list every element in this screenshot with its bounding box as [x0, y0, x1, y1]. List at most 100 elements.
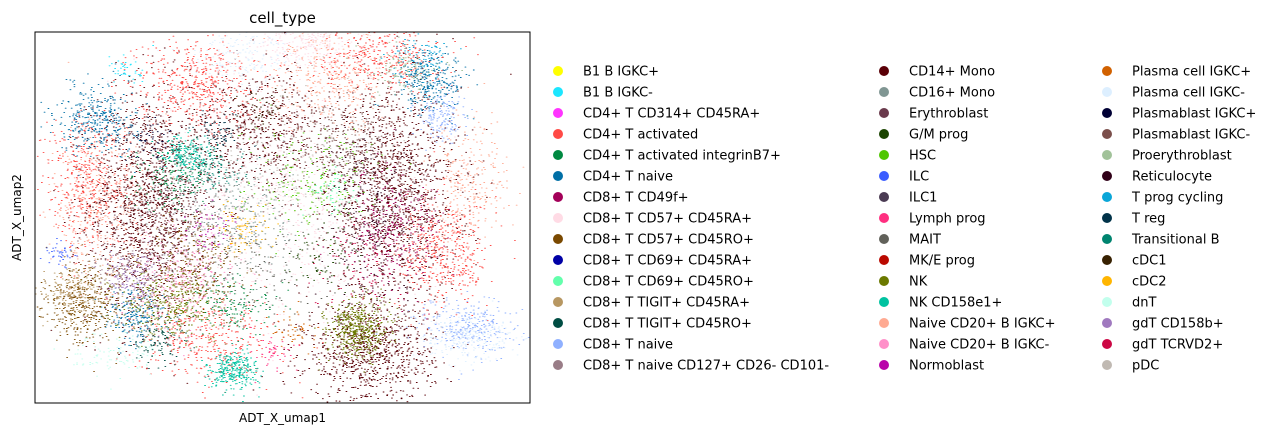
legend-label: Erythroblast	[909, 107, 988, 122]
legend-label: ILC1	[909, 191, 937, 206]
legend-item: Normoblast	[879, 359, 984, 374]
legend-label: Plasma cell IGKC-	[1132, 86, 1245, 101]
legend-item: MK/E prog	[879, 254, 975, 269]
legend-item: CD8+ T naive	[553, 338, 673, 353]
legend-marker	[553, 360, 563, 370]
legend-label: NK	[909, 275, 928, 290]
legend-item: Proerythroblast	[1102, 149, 1232, 164]
scatter-points	[186, 56, 421, 265]
legend-item: dnT	[1102, 296, 1156, 311]
legend-label: CD16+ Mono	[909, 86, 995, 101]
legend-item: T prog cycling	[1102, 191, 1223, 206]
legend-item: CD4+ T naive	[553, 170, 673, 185]
legend-marker	[1102, 150, 1112, 160]
legend-marker	[879, 192, 889, 202]
scatter-points	[345, 36, 464, 100]
legend-label: B1 B IGKC-	[583, 86, 653, 101]
legend-marker	[553, 66, 563, 76]
legend-marker	[879, 297, 889, 307]
scatter-points	[40, 46, 479, 354]
legend-marker	[1102, 192, 1112, 202]
legend-item: Plasma cell IGKC+	[1102, 65, 1251, 80]
legend-label: CD8+ T TIGIT+ CD45RA+	[583, 296, 750, 311]
plot-frame	[34, 31, 531, 404]
legend-marker	[553, 234, 563, 244]
legend-label: ILC	[909, 170, 929, 185]
legend-label: CD4+ T naive	[583, 170, 673, 185]
legend-label: pDC	[1132, 359, 1159, 374]
scatter-points	[165, 206, 350, 331]
legend-item: ILC	[879, 170, 929, 185]
legend-label: CD8+ T TIGIT+ CD45RO+	[583, 317, 752, 332]
legend-label: CD8+ T CD69+ CD45RO+	[583, 275, 754, 290]
legend-item: CD8+ T naive CD127+ CD26- CD101-	[553, 359, 829, 374]
legend-item: NK	[879, 275, 928, 290]
legend-item: CD8+ T TIGIT+ CD45RA+	[553, 296, 750, 311]
scatter-points	[302, 166, 358, 216]
scatter-points	[313, 104, 437, 339]
legend-item: CD8+ T CD57+ CD45RO+	[553, 233, 754, 248]
legend-marker	[553, 297, 563, 307]
scatter-points	[50, 32, 512, 403]
legend-item: Plasmablast IGKC-	[1102, 128, 1250, 143]
legend-item: Naive CD20+ B IGKC-	[879, 338, 1050, 353]
legend-item: G/M prog	[879, 128, 968, 143]
legend-label: CD4+ T activated	[583, 128, 698, 143]
legend-item: MAIT	[879, 233, 941, 248]
legend-item: Transitional B	[1102, 233, 1220, 248]
legend-item: Naive CD20+ B IGKC+	[879, 317, 1056, 332]
legend-label: CD4+ T CD314+ CD45RA+	[583, 107, 760, 122]
legend-marker	[553, 213, 563, 223]
legend-label: Plasmablast IGKC+	[1132, 107, 1256, 122]
legend-label: G/M prog	[909, 128, 968, 143]
legend-label: B1 B IGKC+	[583, 65, 659, 80]
legend-label: cDC1	[1132, 254, 1167, 269]
legend-marker	[1102, 129, 1112, 139]
legend-item: CD8+ T CD57+ CD45RA+	[553, 212, 752, 227]
scatter-points	[157, 32, 528, 372]
legend-marker	[879, 318, 889, 328]
legend-item: pDC	[1102, 359, 1159, 374]
scatter-points	[208, 200, 280, 253]
legend-label: CD8+ T naive	[583, 338, 673, 353]
legend-label: Plasmablast IGKC-	[1132, 128, 1250, 143]
scatter-points	[265, 301, 319, 355]
legend-marker	[553, 255, 563, 265]
legend-marker	[553, 129, 563, 139]
legend-item: CD4+ T activated integrinB7+	[553, 149, 781, 164]
legend-label: HSC	[909, 149, 936, 164]
legend-label: NK CD158e1+	[909, 296, 1002, 311]
legend-marker	[879, 234, 889, 244]
legend-item: B1 B IGKC+	[553, 65, 659, 80]
legend-marker	[1102, 255, 1112, 265]
legend-item: cDC2	[1102, 275, 1167, 290]
scatter-points	[136, 135, 303, 301]
points-layer	[35, 32, 530, 403]
legend-item: Reticulocyte	[1102, 170, 1212, 185]
scatter-points	[249, 327, 301, 384]
legend-label: Normoblast	[909, 359, 984, 374]
legend-marker	[1102, 87, 1112, 97]
legend-label: T reg	[1131, 212, 1165, 227]
legend-item: CD8+ T CD49f+	[553, 191, 689, 206]
legend-label: Transitional B	[1131, 233, 1220, 248]
legend-marker	[1102, 66, 1112, 76]
legend-label: CD4+ T activated integrinB7+	[583, 149, 781, 164]
scatter-points	[80, 255, 400, 373]
legend-label: gdT CD158b+	[1132, 317, 1224, 332]
legend-label: Proerythroblast	[1132, 149, 1232, 164]
legend-item: CD14+ Mono	[879, 65, 995, 80]
legend-label: Naive CD20+ B IGKC+	[909, 317, 1056, 332]
legend: B1 B IGKC+ B1 B IGKC- CD4+ T CD314+ CD45RA…	[553, 65, 1256, 374]
legend-marker	[879, 66, 889, 76]
scatter-points	[125, 147, 292, 343]
scatter-points	[234, 99, 412, 255]
legend-item: CD4+ T activated	[553, 128, 698, 143]
scatter-points	[36, 198, 272, 372]
legend-item: Plasmablast IGKC+	[1102, 107, 1256, 122]
scatter-points	[36, 32, 516, 399]
legend-label: gdT TCRVD2+	[1132, 338, 1223, 353]
legend-item: ILC1	[879, 191, 937, 206]
legend-item: cDC1	[1102, 254, 1167, 269]
legend-item: gdT TCRVD2+	[1102, 338, 1223, 353]
